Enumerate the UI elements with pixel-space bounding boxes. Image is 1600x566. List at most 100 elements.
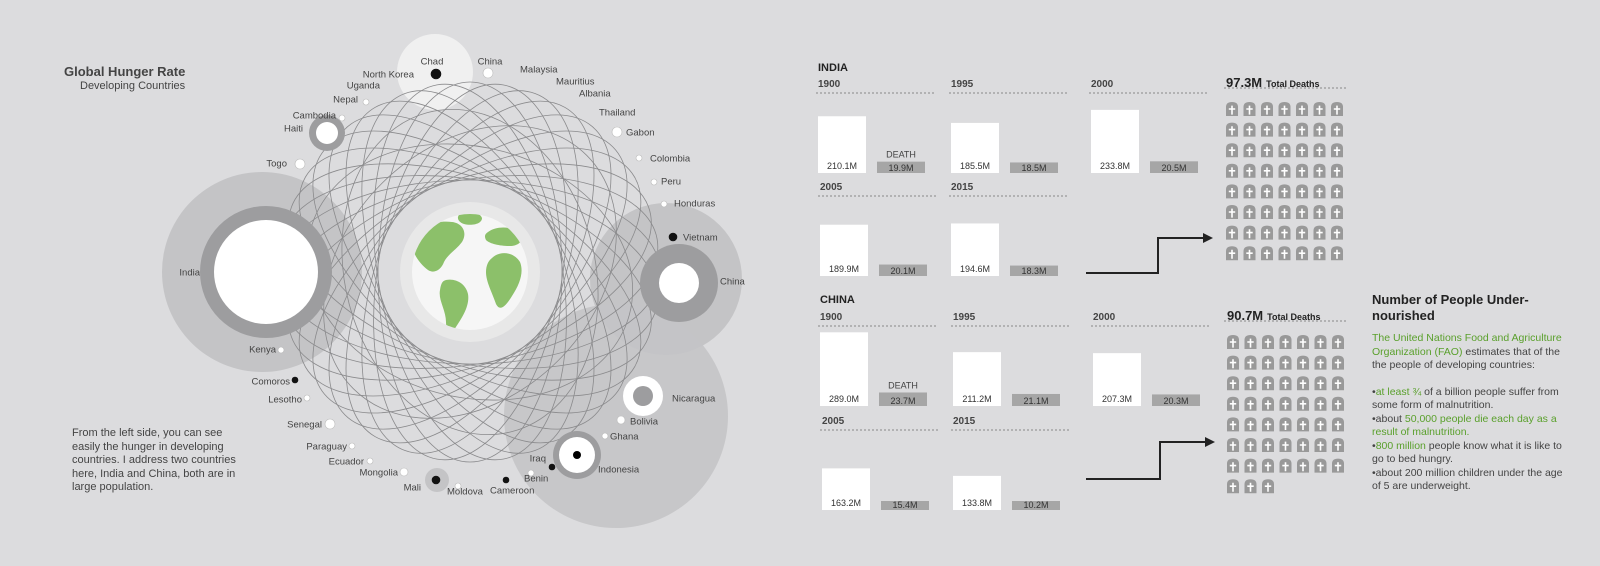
grave-icon bbox=[1261, 163, 1273, 178]
india-year-label: 2000 bbox=[1091, 79, 1114, 90]
china-chart: 1900 289.0M 23.7M DEATH 1995 211.2M 21.1M 2000 2… bbox=[818, 312, 1211, 510]
togo-marker bbox=[294, 158, 306, 170]
grave-icon bbox=[1313, 225, 1326, 240]
grave-icon bbox=[1314, 376, 1327, 391]
india-year-label: 1900 bbox=[818, 79, 841, 90]
ecuador-marker bbox=[366, 457, 374, 465]
grave-icon bbox=[1261, 122, 1273, 137]
china-death-bar bbox=[881, 501, 929, 510]
info-bullet-2: •about 50,000 people die each day as a r… bbox=[1372, 413, 1572, 440]
orbit-ellipse bbox=[312, 130, 628, 414]
india-death-bar bbox=[877, 161, 925, 173]
orbit-ellipse bbox=[328, 114, 612, 430]
mali-marker bbox=[431, 475, 441, 485]
china-death-label: 20.3M bbox=[1163, 396, 1188, 406]
grave-icon bbox=[1226, 225, 1238, 240]
fao-name: The United Nations Food and Agriculture … bbox=[1372, 332, 1562, 358]
grave-icon bbox=[1226, 184, 1238, 199]
grave-icon bbox=[1296, 225, 1308, 240]
grave-icon bbox=[1296, 246, 1308, 261]
country-label-uganda: Uganda bbox=[347, 81, 381, 92]
grave-icon bbox=[1243, 246, 1256, 261]
grave-icon bbox=[1313, 102, 1326, 116]
grave-icon bbox=[1279, 396, 1292, 411]
grave-icon bbox=[1262, 417, 1274, 432]
grave-icon bbox=[1243, 205, 1256, 219]
country-label-malaysia: Malaysia bbox=[520, 65, 558, 76]
colombia-marker bbox=[635, 154, 643, 162]
country-label-cameroon: Cameroon bbox=[490, 486, 534, 497]
india-death-label: 18.3M bbox=[1021, 266, 1046, 276]
grave-icon bbox=[1261, 102, 1273, 116]
india-death-label: 18.5M bbox=[1021, 163, 1046, 173]
bullet-1-highlight: at least ¾ bbox=[1375, 385, 1422, 398]
grave-icon bbox=[1244, 376, 1257, 391]
china-death-caption: DEATH bbox=[888, 380, 918, 390]
info-bullet-4: •about 200 million children under the ag… bbox=[1372, 466, 1563, 493]
china-population-bar bbox=[820, 332, 868, 406]
india-grave-grid bbox=[1226, 102, 1343, 261]
grave-icon bbox=[1314, 396, 1327, 411]
iraq-marker bbox=[548, 463, 556, 471]
grave-icon bbox=[1262, 479, 1274, 494]
indonesia-outer-bubble bbox=[504, 304, 728, 528]
grave-icon bbox=[1243, 122, 1256, 137]
grave-icon bbox=[1331, 205, 1343, 219]
china-death-bar bbox=[879, 392, 927, 406]
grave-icon bbox=[1244, 396, 1257, 411]
country-label-thailand: Thailand bbox=[599, 108, 635, 119]
country-label-india: India bbox=[179, 268, 200, 279]
grave-icon bbox=[1227, 438, 1239, 452]
country-label-chad: Chad bbox=[421, 57, 444, 68]
page-title: Global Hunger Rate bbox=[64, 64, 186, 79]
info-bullet-1: •at least ¾ of a billion people suffer f… bbox=[1372, 386, 1572, 413]
grave-icon bbox=[1226, 205, 1238, 219]
china-population-label: 207.3M bbox=[1102, 394, 1132, 404]
country-label-north-korea: North Korea bbox=[363, 70, 415, 81]
india-total-value: 97.3M bbox=[1226, 75, 1263, 90]
grave-icon bbox=[1226, 122, 1238, 137]
china-death-label: 10.2M bbox=[1023, 500, 1048, 510]
grave-icon bbox=[1243, 184, 1256, 199]
india-chart: 1900 210.1M 19.9M DEATH 1995 185.5M 18.5M 2000 2… bbox=[816, 79, 1209, 276]
country-label-bolivia: Bolivia bbox=[630, 417, 659, 428]
bolivia-marker bbox=[616, 415, 626, 425]
india-total-label: Total Deaths bbox=[1266, 79, 1320, 89]
orbit-ellipse bbox=[361, 90, 579, 454]
grave-icon bbox=[1296, 163, 1308, 178]
info-intro: The United Nations Food and Agriculture … bbox=[1372, 332, 1572, 373]
grave-icon bbox=[1332, 355, 1344, 370]
grave-icon bbox=[1297, 417, 1309, 432]
grave-icon bbox=[1261, 143, 1273, 158]
grave-icon bbox=[1278, 122, 1291, 137]
country-label-comoros: Comoros bbox=[251, 377, 290, 388]
china-death-bar bbox=[1012, 393, 1060, 406]
china-death-bar bbox=[1152, 394, 1200, 406]
ghana-marker bbox=[601, 432, 609, 440]
honduras-marker bbox=[660, 200, 668, 208]
cambodia-marker bbox=[338, 114, 346, 122]
china-population-bar bbox=[953, 475, 1001, 510]
comoros-marker bbox=[291, 376, 299, 384]
info-bullet-3: •800 million people know what it is like… bbox=[1372, 440, 1572, 467]
country-label-lesotho: Lesotho bbox=[268, 395, 302, 406]
chad-marker bbox=[430, 68, 442, 80]
senegal-marker bbox=[324, 418, 336, 430]
india-death-bar bbox=[1150, 161, 1198, 173]
china-total-label: Total Deaths bbox=[1267, 312, 1321, 322]
country-label-haiti: Haiti bbox=[284, 124, 303, 135]
india-death-label: 20.5M bbox=[1161, 163, 1186, 173]
lesotho-marker bbox=[303, 394, 311, 402]
india-population-label: 233.8M bbox=[1100, 161, 1130, 171]
grave-icon bbox=[1331, 246, 1343, 261]
orbit-ellipse bbox=[328, 114, 612, 430]
bullet-3-highlight: 800 million bbox=[1375, 439, 1426, 452]
country-label-benin: Benin bbox=[524, 474, 548, 485]
grave-icon bbox=[1296, 122, 1308, 137]
gabon-marker bbox=[611, 126, 623, 138]
india-population-label: 210.1M bbox=[827, 161, 857, 171]
grave-icon bbox=[1243, 102, 1256, 116]
india-year-label: 2005 bbox=[820, 182, 843, 193]
grave-icon bbox=[1314, 355, 1327, 370]
